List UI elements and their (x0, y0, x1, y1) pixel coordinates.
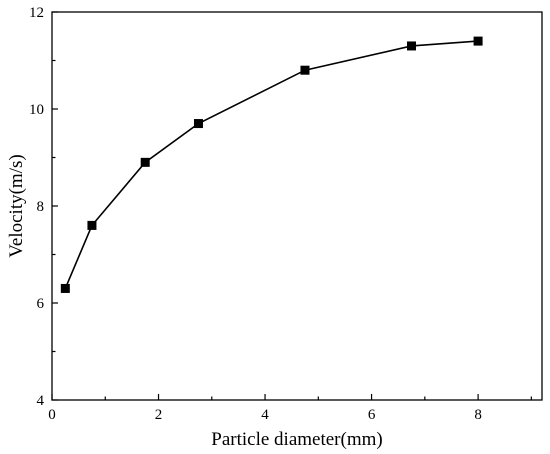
plot-frame (51, 11, 543, 401)
data-point-marker (193, 119, 203, 129)
data-point-marker (140, 157, 150, 167)
data-point-marker (300, 65, 310, 75)
y-tick-label: 4 (37, 393, 45, 409)
y-axis-label: Velocity(m/s) (6, 154, 27, 257)
series-layer (60, 36, 483, 293)
y-tick-label: 10 (29, 102, 44, 118)
y-tick-label: 8 (37, 199, 45, 215)
data-point-marker (407, 41, 417, 51)
y-axis-ticks: 4 6 8 10 12 (29, 5, 58, 409)
data-point-marker (60, 283, 70, 293)
x-tick-label: 2 (155, 407, 163, 423)
y-tick-label: 12 (29, 5, 44, 21)
data-point-marker (87, 220, 97, 230)
data-point-marker (473, 36, 483, 46)
y-tick-label: 6 (37, 296, 45, 312)
series-line (64, 40, 479, 289)
x-axis-ticks: 0 2 4 6 8 (48, 394, 532, 423)
x-tick-label: 0 (48, 407, 56, 423)
x-tick-label: 6 (368, 407, 376, 423)
x-tick-label: 8 (474, 407, 482, 423)
x-axis-label: Particle diameter(mm) (211, 429, 382, 450)
x-tick-label: 4 (261, 407, 269, 423)
